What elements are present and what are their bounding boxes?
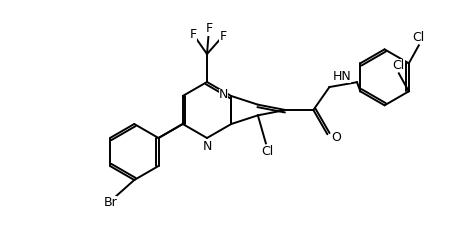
Text: HN: HN xyxy=(332,70,351,83)
Text: F: F xyxy=(219,30,227,43)
Text: Cl: Cl xyxy=(413,31,425,44)
Text: F: F xyxy=(190,28,197,40)
Text: Cl: Cl xyxy=(392,59,405,72)
Text: Cl: Cl xyxy=(261,145,273,158)
Text: N: N xyxy=(219,89,228,101)
Text: N: N xyxy=(202,140,212,153)
Text: F: F xyxy=(205,23,212,35)
Text: Br: Br xyxy=(103,195,117,208)
Text: O: O xyxy=(331,131,341,144)
